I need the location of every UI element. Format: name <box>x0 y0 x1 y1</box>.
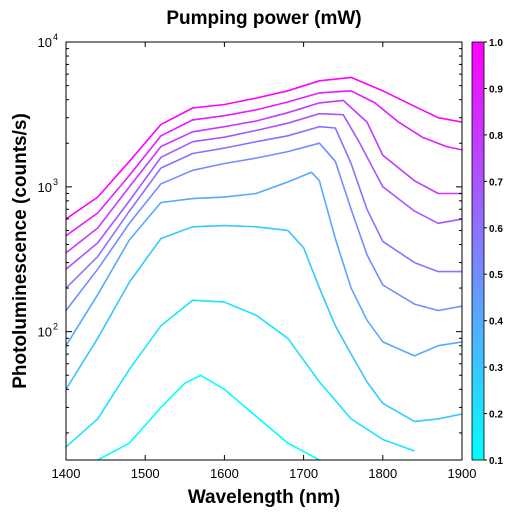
series-line-3 <box>66 224 462 423</box>
y-tick-label: 10 <box>38 325 52 340</box>
colorbar-tick-label: 1.0 <box>489 38 503 49</box>
x-tick-label: 1900 <box>448 466 477 481</box>
plot-frame <box>65 41 463 461</box>
chart-title: Pumping power (mW) <box>166 8 361 29</box>
colorbar-tick-label: 0.8 <box>489 131 503 142</box>
colorbar-tick-label: 0.7 <box>489 177 503 188</box>
colorbar-tick-label: 0.3 <box>489 363 503 374</box>
series-line-1 <box>97 374 320 460</box>
colorbar <box>471 41 485 461</box>
y-tick-exponent: 3 <box>53 177 58 187</box>
colorbar-ticks: 0.1 0.2 0.3 0.4 0.5 0.6 0.7 0.8 0.9 1.0 <box>484 38 503 467</box>
x-axis-label: Wavelength (nm) <box>188 487 340 508</box>
y-tick-label: 10 <box>38 35 52 50</box>
x-tick-label: 1700 <box>289 466 318 481</box>
y-tick-label: 10 <box>38 180 52 195</box>
series-line-4 <box>66 171 462 357</box>
colorbar-tick-label: 0.1 <box>489 456 503 467</box>
y-tick-exponent: 4 <box>53 32 58 42</box>
series-line-8 <box>66 99 462 254</box>
x-tick-label: 1400 <box>52 466 81 481</box>
colorbar-tick-label: 0.6 <box>489 224 503 235</box>
x-tick-label: 1600 <box>210 466 239 481</box>
series-line-10 <box>66 76 462 220</box>
colorbar-tick-label: 0.2 <box>489 410 503 421</box>
colorbar-tick-label: 0.5 <box>489 270 503 281</box>
x-tick-label: 1800 <box>368 466 397 481</box>
x-ticks: 1400 1500 1600 1700 1800 1900 <box>52 42 477 481</box>
x-tick-label: 1500 <box>131 466 160 481</box>
colorbar-tick-label: 0.4 <box>489 317 503 328</box>
y-tick-exponent: 2 <box>53 322 58 332</box>
series-line-2 <box>66 299 415 452</box>
series-line-5 <box>66 142 462 312</box>
series-line-7 <box>66 112 462 270</box>
series-line-6 <box>66 125 462 289</box>
y-axis-label: Photoluminescence (counts/s) <box>10 113 31 389</box>
series-line-9 <box>66 90 462 237</box>
series-layer <box>66 76 462 460</box>
colorbar-tick-label: 0.9 <box>489 84 503 95</box>
